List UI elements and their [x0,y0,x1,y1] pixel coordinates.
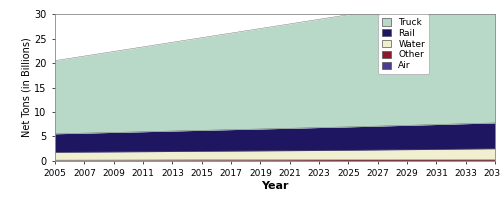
Legend: Truck, Rail, Water, Other, Air: Truck, Rail, Water, Other, Air [378,14,428,74]
X-axis label: Year: Year [261,181,289,191]
Y-axis label: Net Tons (in Billions): Net Tons (in Billions) [22,38,32,137]
